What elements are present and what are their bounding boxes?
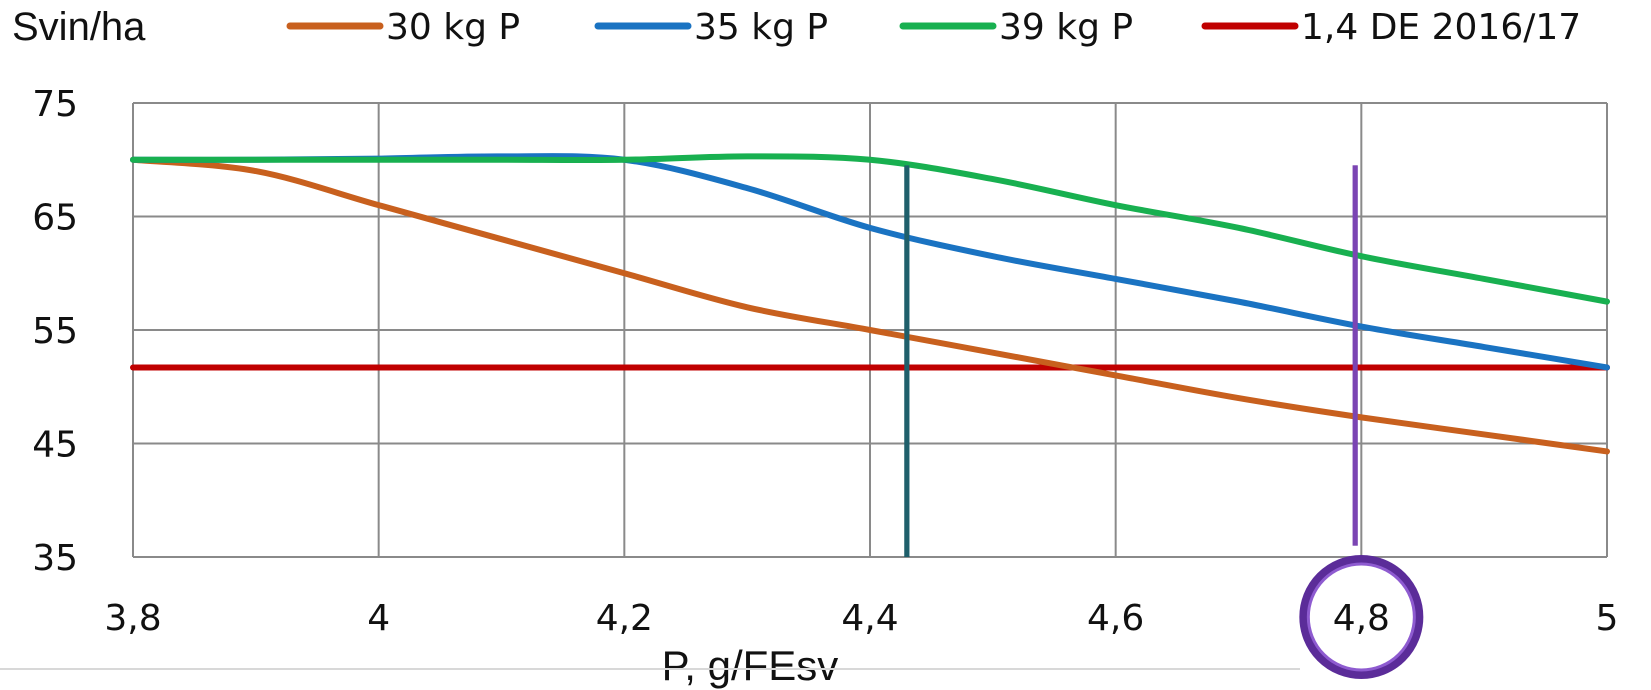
y-tick-label: 35 (32, 538, 78, 579)
y-tick-label: 55 (32, 311, 78, 352)
y-axis-title: Svin/ha (12, 5, 146, 49)
highlight-ring-outer (1299, 555, 1424, 679)
chart-grid (132, 102, 1608, 558)
highlight-ring-inner (1306, 562, 1416, 672)
x-tick-label: 4,4 (841, 598, 898, 639)
series-line (130, 156, 1610, 455)
highlight-circle-annotation (1299, 555, 1424, 679)
x-tick-label: 4 (367, 598, 390, 639)
x-tick-label: 4,6 (1087, 598, 1144, 639)
x-axis-title: P, g/FEsv (662, 642, 839, 689)
x-tick-label: 4,2 (596, 598, 653, 639)
y-axis-ticks: 35 45 55 65 75 (32, 84, 78, 579)
series-lines (130, 153, 1610, 557)
legend-label: 39 kg P (999, 7, 1133, 48)
legend-label: 1,4 DE 2016/17 (1301, 7, 1581, 48)
legend-label: 30 kg P (386, 7, 520, 48)
y-tick-label: 65 (32, 198, 78, 239)
x-tick-label: 4,8 (1333, 598, 1390, 639)
series-line (130, 153, 1610, 305)
y-tick-label: 75 (32, 84, 78, 125)
x-tick-label: 5 (1596, 598, 1619, 639)
legend-label: 35 kg P (694, 7, 828, 48)
x-tick-label: 3,8 (104, 598, 161, 639)
x-axis-ticks: 3,8 4 4,2 4,4 4,6 4,8 5 (104, 598, 1618, 639)
legend: 30 kg P 35 kg P 39 kg P 1,4 DE 2016/17 (286, 7, 1581, 48)
reference-lines (904, 165, 1358, 557)
y-tick-label: 45 (32, 425, 78, 466)
